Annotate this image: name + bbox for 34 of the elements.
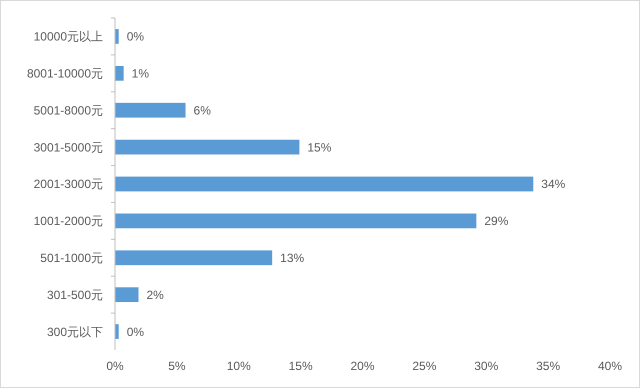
bar [115,250,272,266]
y-tick-label: 2001-3000元 [34,177,103,192]
y-tick-label: 10000元以上 [34,30,103,44]
data-label: 0% [126,324,144,339]
y-tick-label: 300元以下 [46,324,103,339]
bar [115,214,476,228]
data-label: 15% [307,140,332,154]
y-tick-label: 301-500元 [46,288,103,302]
data-label: 1% [132,66,150,81]
bar [115,66,124,81]
x-tick-label: 15% [288,359,313,373]
y-tick-label: 1001-2000元 [34,214,103,228]
bar [115,176,534,192]
x-tick-label: 20% [350,359,375,373]
x-tick-label: 30% [474,359,499,373]
data-label: 13% [280,250,305,265]
bar [115,287,139,302]
data-label: 34% [541,177,566,192]
y-tick-label: 8001-10000元 [26,66,103,81]
y-tick-label: 501-1000元 [40,250,103,265]
x-tick-label: 10% [226,359,252,373]
data-label: 6% [194,103,212,118]
x-tick-label: 25% [412,359,437,373]
data-label: 2% [146,288,164,302]
bar [115,140,300,154]
bar [115,102,186,118]
y-tick-label: 3001-5000元 [34,140,103,154]
data-label: 29% [484,214,509,228]
data-label: 0% [126,30,144,44]
x-tick-label: 35% [536,359,560,373]
y-tick-label: 5001-8000元 [34,103,103,118]
x-tick-label: 5% [168,359,186,373]
x-tick-label: 0% [106,359,124,373]
x-tick-label: 40% [598,359,622,373]
